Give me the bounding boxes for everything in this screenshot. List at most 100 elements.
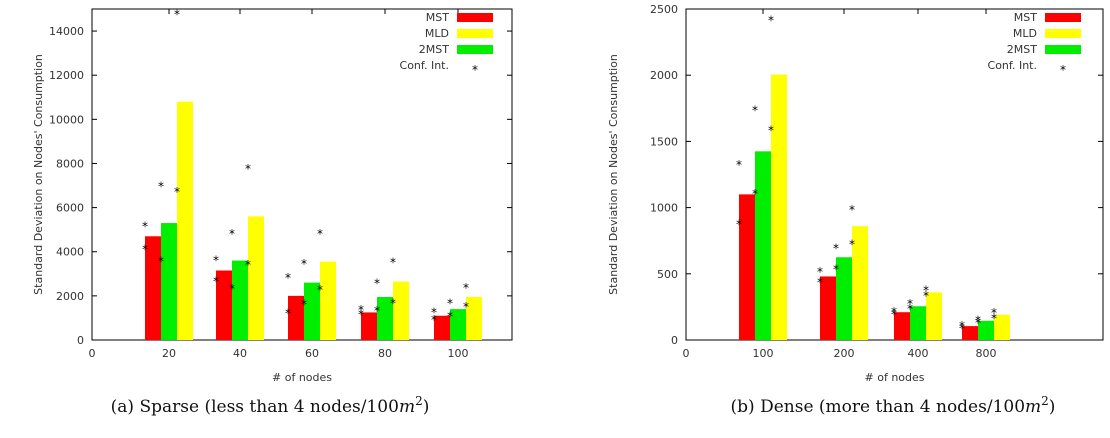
caption-text: (a) Sparse (less than 4 nodes/100	[111, 397, 399, 417]
x-tick-label: 100	[448, 347, 469, 360]
conf-int-marker: *	[431, 313, 437, 327]
bar-mld	[248, 216, 264, 340]
legend-conf-int-marker: *	[472, 63, 478, 77]
y-tick-label: 4000	[56, 246, 84, 259]
legend-label: MST	[426, 11, 449, 24]
conf-int-marker: *	[174, 7, 180, 21]
legend-conf-int-marker: *	[1060, 63, 1066, 77]
caption-unit: m	[1025, 397, 1041, 417]
conf-int-marker: *	[158, 255, 164, 269]
conf-int-marker: *	[463, 300, 469, 314]
y-tick-label: 500	[657, 268, 678, 281]
conf-int-marker: *	[301, 257, 307, 271]
x-tick-label: 40	[233, 347, 247, 360]
bar-mst	[434, 315, 450, 340]
figure-caption: (b) Dense (more than 4 nodes/100m2)	[731, 394, 1056, 417]
conf-int-marker: *	[374, 304, 380, 318]
conf-int-marker: *	[301, 298, 307, 312]
conf-int-marker: *	[158, 180, 164, 194]
conf-int-marker: *	[959, 319, 965, 333]
bar-mst	[962, 326, 978, 340]
y-axis-label: Standard Deviation on Nodes' Consumption	[607, 54, 620, 295]
y-tick-label: 1500	[650, 135, 678, 148]
y-tick-label: 0	[77, 334, 84, 347]
conf-int-marker: *	[317, 283, 323, 297]
y-tick-label: 10000	[49, 113, 84, 126]
legend-label: MST	[1014, 11, 1037, 24]
bar-mld	[466, 296, 482, 340]
x-axis-label: # of nodes	[272, 371, 332, 384]
bar-2mst	[161, 223, 177, 340]
bar-2mst	[304, 282, 320, 340]
bar-mld	[771, 74, 787, 341]
bar-2mst	[910, 306, 926, 340]
bar-mst	[145, 236, 161, 340]
legend-swatch-mld	[457, 29, 493, 38]
conf-int-marker: *	[975, 316, 981, 330]
y-tick-label: 6000	[56, 202, 84, 215]
x-axis-label: # of nodes	[865, 371, 925, 384]
bar-mld	[994, 314, 1010, 340]
conf-int-marker: *	[463, 281, 469, 295]
conf-int-marker: *	[390, 296, 396, 310]
legend-label: Conf. Int.	[988, 59, 1037, 72]
conf-int-marker: *	[923, 289, 929, 303]
x-tick-label: 20	[162, 347, 176, 360]
conf-int-marker: *	[358, 303, 364, 317]
bar-2mst	[755, 151, 771, 340]
legend-label: 2MST	[1007, 43, 1037, 56]
caption-end: )	[1049, 397, 1056, 417]
x-tick-label: 800	[976, 347, 997, 360]
bar-2mst	[450, 309, 466, 340]
conf-int-marker: *	[752, 187, 758, 201]
conf-int-marker: *	[736, 158, 742, 172]
bar-mst	[894, 312, 910, 340]
bar-mst	[739, 194, 755, 340]
conf-int-marker: *	[923, 284, 929, 298]
x-tick-label: 60	[305, 347, 319, 360]
conf-int-marker: *	[833, 241, 839, 255]
y-tick-label: 0	[671, 334, 678, 347]
bar-mld	[926, 292, 942, 340]
x-tick-label: 200	[834, 347, 855, 360]
conf-int-marker: *	[245, 258, 251, 272]
conf-int-marker: *	[213, 274, 219, 288]
x-tick-label: 400	[908, 347, 929, 360]
bar-mst	[216, 270, 232, 340]
conf-int-marker: *	[285, 271, 291, 285]
bar-2mst	[377, 296, 393, 340]
y-tick-label: 2000	[56, 290, 84, 303]
legend-swatch-2mst	[1045, 45, 1081, 54]
bar-2mst	[836, 257, 852, 340]
conf-int-marker: *	[991, 306, 997, 320]
legend-swatch-mld	[1045, 29, 1081, 38]
conf-int-marker: *	[849, 237, 855, 251]
conf-int-marker: *	[447, 310, 453, 324]
bar-mst	[820, 276, 836, 340]
bar-mld	[177, 101, 193, 341]
conf-int-marker: *	[174, 185, 180, 199]
y-tick-label: 2000	[650, 69, 678, 82]
y-axis-label: Standard Deviation on Nodes' Consumption	[32, 54, 45, 295]
conf-int-marker: *	[975, 313, 981, 327]
bar-mst	[288, 295, 304, 340]
conf-int-marker: *	[891, 308, 897, 322]
legend-label: 2MST	[419, 43, 449, 56]
conf-int-marker: *	[768, 123, 774, 137]
bar-mld	[320, 261, 336, 340]
conf-int-marker: *	[447, 296, 453, 310]
conf-int-marker: *	[317, 227, 323, 241]
conf-int-marker: *	[229, 227, 235, 241]
legend-swatch-2mst	[457, 45, 493, 54]
conf-int-marker: *	[142, 242, 148, 256]
bar-mld	[852, 226, 868, 340]
caption-superscript: 2	[415, 394, 423, 408]
caption-unit: m	[399, 397, 415, 417]
legend-label: MLD	[425, 27, 449, 40]
conf-int-marker: *	[817, 265, 823, 279]
x-tick-label: 80	[378, 347, 392, 360]
conf-int-marker: *	[768, 14, 774, 28]
y-tick-label: 8000	[56, 157, 84, 170]
conf-int-marker: *	[245, 162, 251, 176]
